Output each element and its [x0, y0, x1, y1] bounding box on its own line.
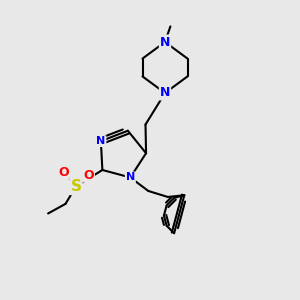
Text: N: N [96, 136, 106, 146]
Text: S: S [70, 179, 82, 194]
Text: O: O [83, 169, 94, 182]
Text: O: O [58, 166, 69, 178]
Text: N: N [126, 172, 135, 182]
Text: N: N [160, 86, 170, 100]
Text: N: N [160, 35, 170, 49]
